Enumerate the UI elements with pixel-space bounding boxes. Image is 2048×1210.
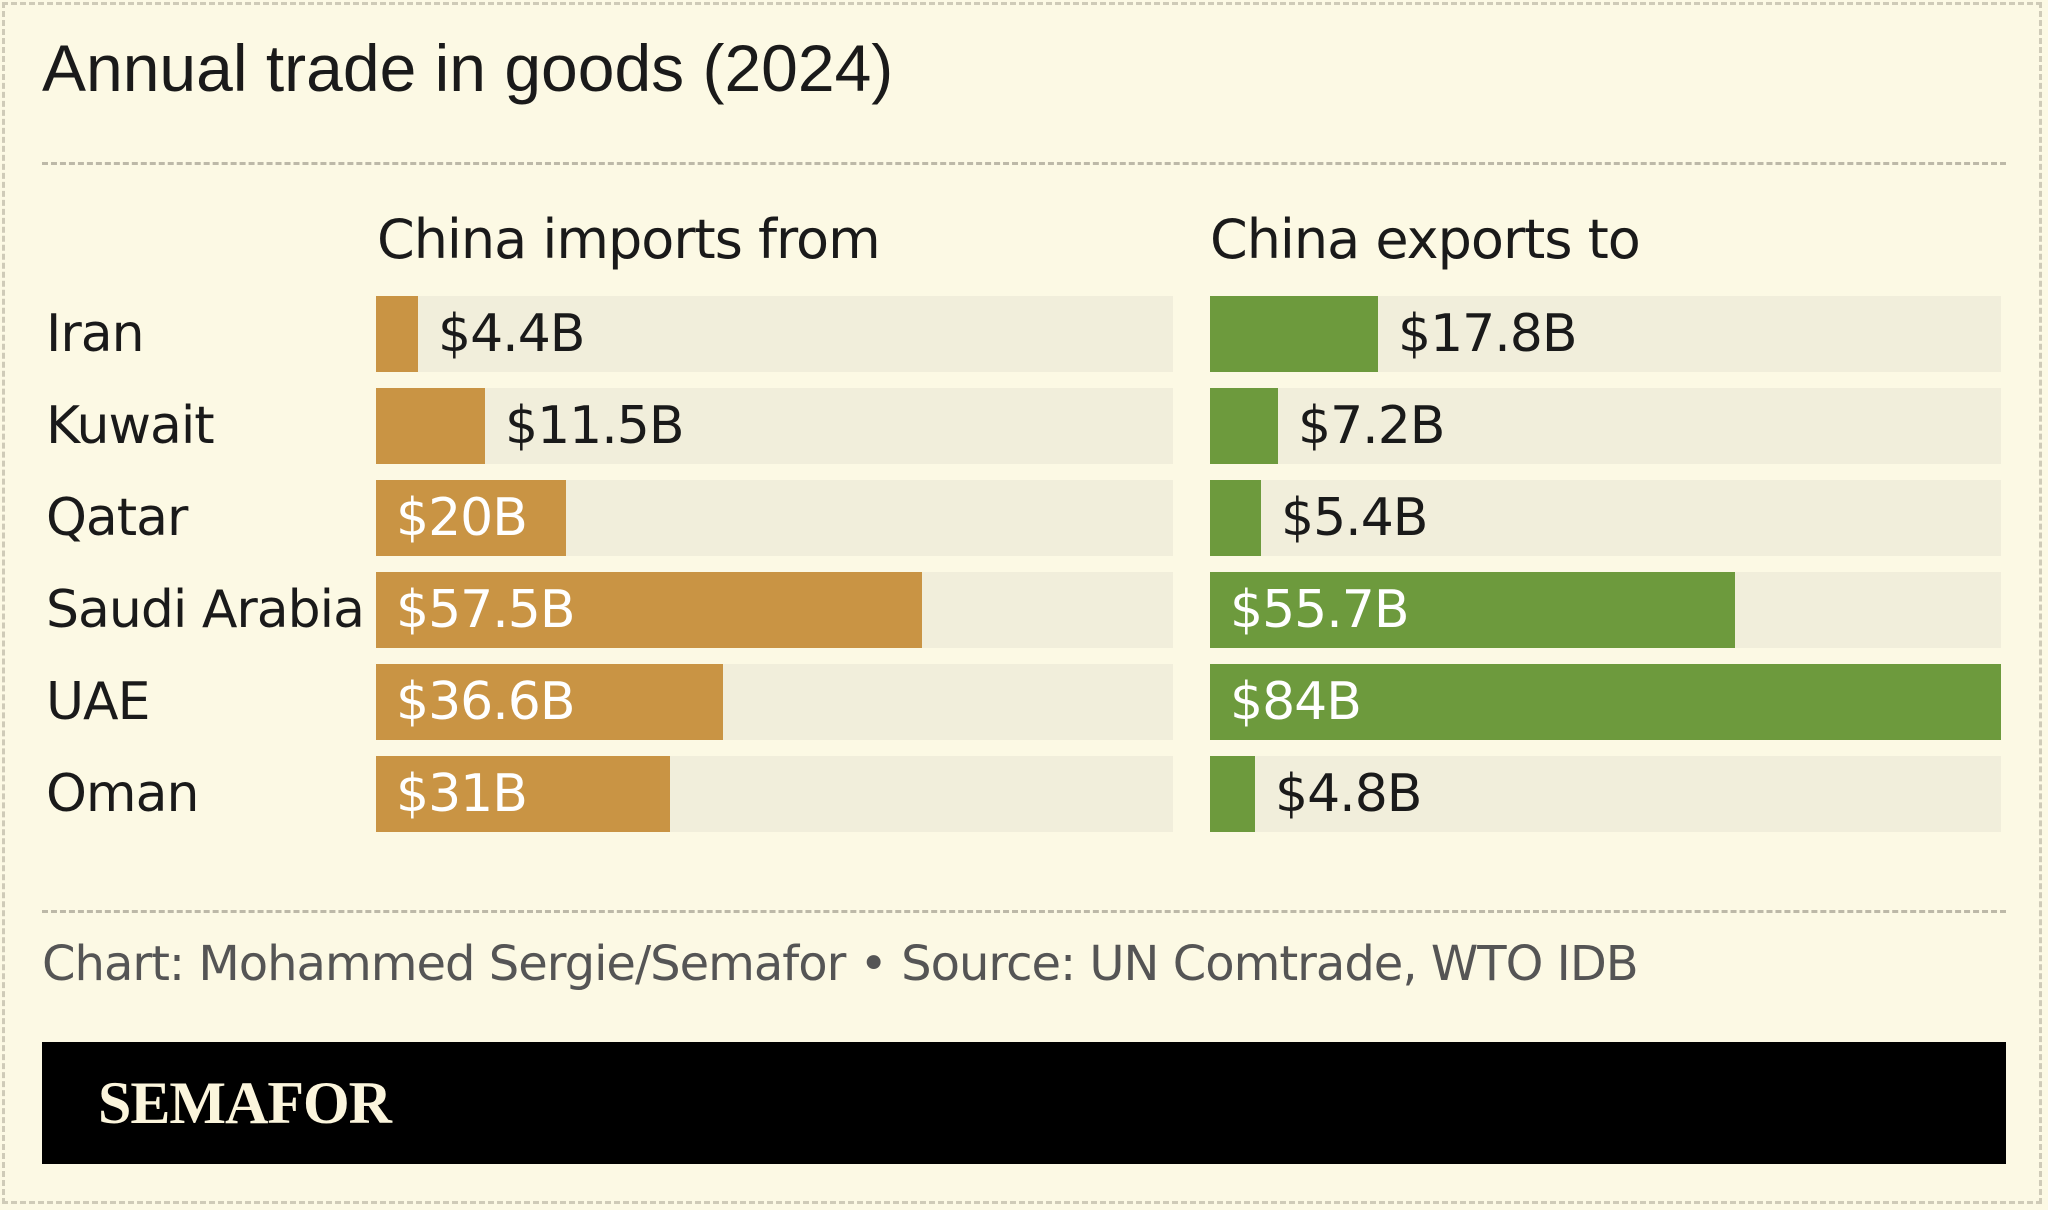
value-label-exports: $4.8B	[1275, 764, 1422, 824]
category-label: Iran	[46, 304, 145, 364]
bar-exports	[1210, 480, 1261, 556]
bar-track-imports: $36.6B	[376, 664, 1173, 740]
bar-track-imports: $11.5B	[376, 388, 1173, 464]
bar-track-imports: $57.5B	[376, 572, 1173, 648]
value-label-imports: $57.5B	[396, 580, 576, 640]
semafor-logo: SEMAFOR	[98, 1070, 392, 1136]
bar-track-exports: $4.8B	[1210, 756, 2001, 832]
bar-track-exports: $7.2B	[1210, 388, 2001, 464]
bar-track-imports: $31B	[376, 756, 1173, 832]
value-label-exports: $84B	[1230, 672, 1362, 732]
value-label-exports: $5.4B	[1281, 488, 1428, 548]
category-label: Kuwait	[46, 396, 215, 456]
brand-footer: SEMAFOR	[42, 1042, 2006, 1164]
bar-track-exports: $84B	[1210, 664, 2001, 740]
bar-track-imports: $4.4B	[376, 296, 1173, 372]
value-label-exports: $17.8B	[1398, 304, 1578, 364]
bar-imports	[376, 756, 670, 832]
bar-imports	[376, 572, 922, 648]
category-label: Qatar	[46, 488, 188, 548]
divider-bottom	[42, 910, 2006, 913]
bar-imports	[376, 480, 566, 556]
bar-imports	[376, 296, 418, 372]
bar-imports	[376, 664, 723, 740]
panel-title-imports: China imports from	[377, 208, 881, 271]
category-label: UAE	[46, 672, 150, 732]
bar-track-exports: $5.4B	[1210, 480, 2001, 556]
value-label-imports: $31B	[396, 764, 528, 824]
bar-exports	[1210, 756, 1255, 832]
bar-track-exports: $17.8B	[1210, 296, 2001, 372]
bar-exports	[1210, 388, 1278, 464]
bar-exports	[1210, 664, 2001, 740]
bar-imports	[376, 388, 485, 464]
value-label-exports: $7.2B	[1298, 396, 1445, 456]
bar-exports	[1210, 572, 1735, 648]
value-label-imports: $36.6B	[396, 672, 576, 732]
bar-exports	[1210, 296, 1378, 372]
category-label: Oman	[46, 764, 199, 824]
value-label-imports: $20B	[396, 488, 528, 548]
bar-track-exports: $55.7B	[1210, 572, 2001, 648]
chart-credit: Chart: Mohammed Sergie/Semafor • Source:…	[42, 936, 1639, 992]
value-label-imports: $4.4B	[438, 304, 585, 364]
value-label-imports: $11.5B	[505, 396, 685, 456]
panel-title-exports: China exports to	[1210, 208, 1641, 271]
divider-top	[42, 162, 2006, 165]
bar-track-imports: $20B	[376, 480, 1173, 556]
chart-title: Annual trade in goods (2024)	[42, 31, 894, 105]
value-label-exports: $55.7B	[1230, 580, 1410, 640]
category-label: Saudi Arabia	[46, 580, 365, 640]
